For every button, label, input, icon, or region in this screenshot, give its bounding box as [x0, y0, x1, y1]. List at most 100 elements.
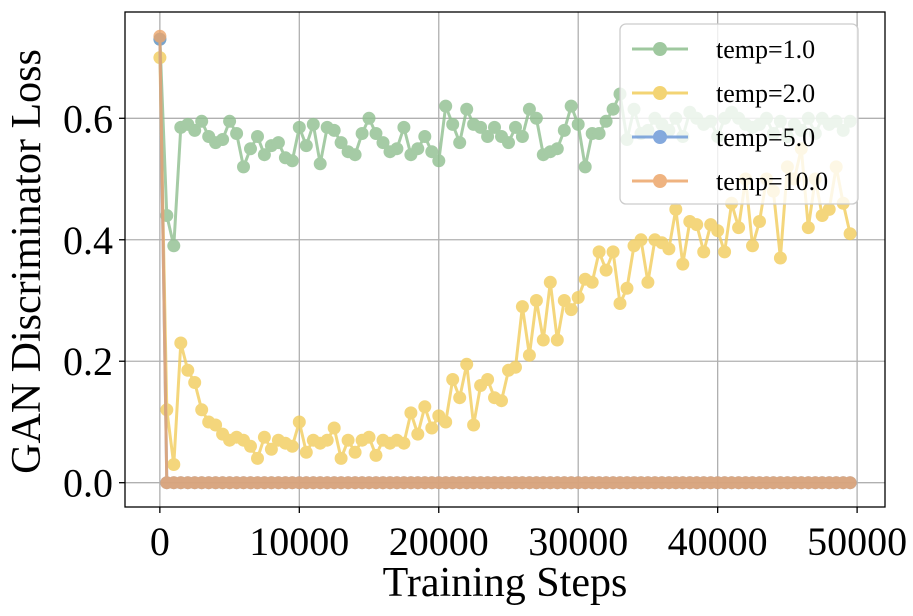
data-point — [502, 136, 515, 150]
data-point — [592, 127, 606, 140]
data-point — [188, 123, 202, 137]
data-point — [181, 363, 195, 377]
data-point — [327, 123, 341, 137]
data-point — [599, 114, 613, 128]
data-point — [425, 421, 439, 435]
data-point — [732, 221, 746, 235]
legend-marker — [653, 130, 667, 144]
data-point — [195, 403, 209, 417]
data-point — [174, 336, 188, 350]
y-tick-label: 0.2 — [63, 339, 113, 384]
data-point — [529, 294, 543, 307]
x-tick-label: 10000 — [249, 519, 349, 564]
data-point — [425, 145, 439, 159]
data-point — [285, 439, 299, 453]
data-point — [251, 451, 264, 465]
data-point — [613, 297, 627, 310]
data-point — [439, 99, 453, 113]
data-point — [369, 127, 383, 140]
data-point — [536, 333, 550, 347]
data-point — [822, 202, 836, 216]
legend-label: temp=10.0 — [716, 167, 828, 196]
legend-marker — [653, 174, 667, 188]
data-point — [244, 142, 257, 156]
data-point — [411, 427, 425, 441]
data-point — [529, 111, 543, 125]
data-point — [515, 130, 529, 143]
data-point — [690, 218, 704, 232]
data-point — [634, 233, 648, 247]
data-point — [467, 418, 481, 432]
data-point — [564, 303, 578, 317]
axis-ticks: 0 10000 20000 30000 40000 50000 0.0 0.2 0.4 0.6 — [63, 96, 907, 564]
data-point — [599, 263, 613, 277]
legend-item — [632, 42, 688, 56]
data-point — [418, 130, 432, 143]
data-point — [522, 102, 536, 116]
data-point — [390, 142, 404, 156]
data-point — [271, 136, 285, 150]
legend-item — [632, 130, 688, 144]
data-point — [411, 142, 425, 156]
legend-marker — [653, 42, 667, 56]
x-tick-label: 50000 — [807, 519, 907, 564]
data-point — [697, 245, 711, 259]
data-point — [320, 433, 334, 447]
data-point — [292, 120, 306, 134]
data-point — [843, 227, 857, 241]
data-point — [153, 29, 167, 43]
series-temp=2.0 — [153, 51, 857, 471]
data-point — [362, 111, 376, 125]
data-point — [397, 436, 411, 450]
data-point — [620, 281, 634, 295]
data-point — [522, 348, 536, 362]
data-point — [418, 400, 432, 414]
legend-item — [632, 86, 688, 100]
data-point — [606, 245, 620, 259]
legend: temp=1.0 temp=2.0 temp=5.0 temp=10.0 — [619, 23, 859, 205]
x-tick-label: 20000 — [389, 519, 489, 564]
data-point — [571, 117, 585, 131]
legend-label: temp=2.0 — [716, 79, 815, 108]
data-point — [446, 373, 460, 386]
data-point — [606, 102, 620, 116]
data-point — [753, 215, 766, 228]
data-point — [257, 148, 271, 162]
data-point — [299, 445, 313, 459]
data-point — [495, 394, 508, 408]
data-point — [662, 242, 676, 256]
data-point — [746, 239, 759, 253]
data-point — [543, 275, 557, 289]
data-point — [348, 148, 362, 162]
y-tick-label: 0.4 — [63, 218, 113, 263]
data-point — [843, 476, 857, 490]
data-point — [223, 114, 237, 128]
data-point — [446, 117, 460, 131]
y-tick-label: 0.6 — [63, 96, 113, 141]
data-point — [264, 442, 278, 456]
data-point — [481, 373, 495, 386]
data-point — [515, 300, 529, 314]
y-axis-label: GAN Discriminator Loss — [4, 49, 50, 474]
plot-frame — [124, 11, 886, 508]
x-tick-label: 30000 — [528, 519, 628, 564]
data-point — [801, 221, 815, 235]
data-point — [167, 239, 181, 253]
x-tick-label: 0 — [150, 519, 170, 564]
data-point — [404, 406, 418, 420]
data-point — [167, 458, 181, 471]
data-point — [299, 139, 313, 153]
data-point — [306, 117, 320, 131]
data-point — [564, 99, 578, 113]
data-point — [195, 114, 209, 128]
data-point — [369, 448, 383, 462]
data-point — [509, 120, 522, 134]
data-point — [585, 275, 599, 289]
legend-box — [619, 23, 859, 205]
data-point — [557, 294, 571, 307]
legend-item — [632, 174, 688, 188]
y-tick-label: 0.0 — [63, 461, 113, 506]
data-point — [209, 418, 223, 432]
series-temp=10.0 — [153, 29, 857, 490]
